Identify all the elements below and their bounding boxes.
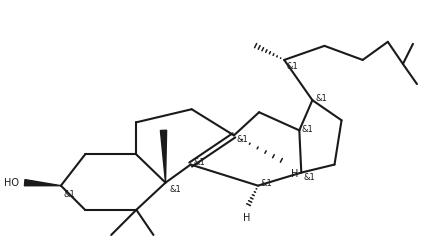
Text: HO: HO: [4, 178, 19, 188]
Text: &1: &1: [63, 190, 75, 199]
Text: H: H: [243, 213, 251, 223]
Text: H: H: [291, 169, 299, 179]
Text: &1: &1: [304, 173, 316, 182]
Text: &1: &1: [169, 185, 181, 194]
Text: &1: &1: [315, 94, 327, 103]
Polygon shape: [24, 180, 61, 186]
Text: &1: &1: [261, 179, 272, 188]
Text: &1: &1: [193, 158, 205, 167]
Polygon shape: [160, 130, 166, 183]
Text: &1: &1: [236, 135, 248, 144]
Text: &1: &1: [302, 124, 314, 133]
Text: &1: &1: [286, 62, 298, 71]
